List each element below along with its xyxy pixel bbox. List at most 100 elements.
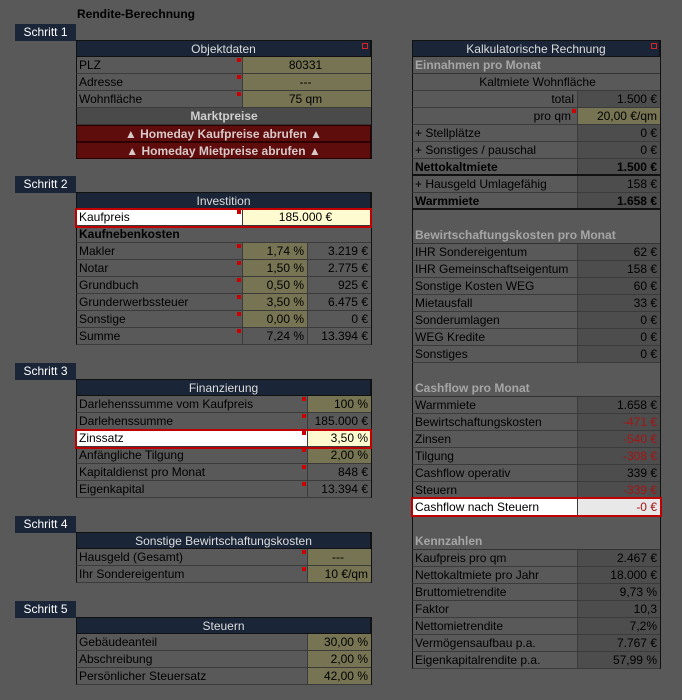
plz-label: PLZ — [77, 57, 242, 73]
cashflow-row: Steuern -339 € — [412, 482, 660, 499]
nebenkosten-pct-input[interactable]: 3,50 % — [242, 294, 307, 310]
cashflow-row-label: Bewirtschaftungskosten — [415, 415, 542, 429]
nebenkosten-pct-input[interactable]: 0,50 % — [242, 277, 307, 293]
einnahmen-header: Einnahmen pro Monat — [412, 57, 660, 74]
bewirtschaftung-input[interactable]: --- — [307, 549, 371, 565]
steuern-input[interactable]: 30,00 % — [307, 634, 371, 650]
steuern-input[interactable]: 2,00 % — [307, 651, 371, 667]
steuern-label: Abschreibung — [79, 652, 153, 666]
cashflow-nach-steuern-value: -0 € — [577, 499, 660, 515]
cashflow-row-label: Warmmiete — [415, 398, 476, 412]
homeday-mietpreise-button[interactable]: ▲ Homeday Mietpreise abrufen ▲ — [76, 142, 371, 159]
bewirtschaftungskosten-row: Mietausfall 33 € — [412, 295, 660, 312]
bewirtschaftungskosten-row: Sonstiges 0 € — [412, 346, 660, 363]
netto-value: 1.500 € — [577, 159, 660, 174]
bewirtschaftungskosten-row-value: 0 € — [577, 312, 660, 328]
adresse-input[interactable]: --- — [242, 74, 371, 90]
kaufnebenkosten-row: Kaufnebenkosten — [76, 226, 371, 243]
kaufpreis-input[interactable]: 185.000 € — [242, 209, 371, 225]
step-5-label: Schritt 5 — [15, 601, 76, 618]
kennzahlen-row-value: 10,3 — [577, 601, 660, 617]
bewirtschaftung-label: Ihr Sondereigentum — [77, 566, 307, 582]
netto-label: Nettokaltmiete — [415, 160, 498, 174]
kalk-header: Kalkulatorische Rechnung — [412, 40, 660, 57]
kennzahlen-row: Nettokaltmiete pro Jahr 18.000 € — [412, 567, 660, 584]
step-2-label: Schritt 2 — [15, 176, 76, 193]
einnahmen-row: + Stellplätze 0 € — [412, 125, 660, 142]
bewirtschaftung-panel: Sonstige Bewirtschaftungskosten Hausgeld… — [76, 532, 372, 583]
bewirtschaftungskosten-row: WEG Kredite 0 € — [412, 329, 660, 346]
plz-input[interactable]: 80331 — [242, 57, 371, 73]
kalk-panel: Kalkulatorische Rechnung Einnahmen pro M… — [412, 40, 661, 669]
cashflow-row-value: -339 € — [577, 482, 660, 498]
cashflow-nach-steuern-label: Cashflow nach Steuern — [413, 499, 577, 515]
bewirtschaftungskosten-row: Sonderumlagen 0 € — [412, 312, 660, 329]
bewirtschaftungskosten-row-value: 33 € — [577, 295, 660, 311]
nebenkosten-value: 13.394 € — [307, 328, 371, 344]
einnahmen-row: + Sonstiges / pauschal 0 € — [412, 142, 660, 159]
bewirtschaftungskosten-row: Sonstige Kosten WEG 60 € — [412, 278, 660, 295]
steuern-row: Abschreibung 2,00 % — [76, 651, 371, 668]
proqm-input[interactable]: 20,00 €/qm — [577, 108, 660, 124]
bewirtschaftungskosten-row-label: Mietausfall — [415, 296, 473, 310]
finanzierung-row: Darlehenssumme vom Kaufpreis 100 % — [76, 396, 371, 413]
objekt-row-adresse: Adresse --- — [76, 74, 371, 91]
objektdaten-panel: Objektdaten PLZ 80331 Adresse --- Wohnfl… — [76, 40, 372, 159]
bewirtschaftung-input[interactable]: 10 €/qm — [307, 566, 371, 582]
proqm-row: pro qm 20,00 €/qm — [412, 108, 660, 125]
finanzierung-input[interactable]: 3,50 % — [307, 430, 371, 446]
total-row: total 1.500 € — [412, 91, 660, 108]
cashflow-row-value: 339 € — [577, 465, 660, 481]
steuern-header: Steuern — [76, 617, 371, 634]
investition-header: Investition — [76, 192, 371, 209]
kennzahlen-header: Kennzahlen — [412, 533, 660, 550]
cashflow-header: Cashflow pro Monat — [412, 380, 660, 397]
nebenkosten-value: 3.219 € — [307, 243, 371, 259]
nebenkosten-pct-input[interactable]: 1,50 % — [242, 260, 307, 276]
nebenkosten-value: 2.775 € — [307, 260, 371, 276]
cashflow-row: Warmmiete 1.658 € — [412, 397, 660, 414]
bewirtschaftungskosten-row: IHR Gemeinschaftseigentum 158 € — [412, 261, 660, 278]
objektdaten-header: Objektdaten — [76, 40, 371, 57]
wohnflaeche-input[interactable]: 75 qm — [242, 91, 371, 107]
einnahmen-row-value: 0 € — [577, 125, 660, 141]
adresse-label: Adresse — [77, 74, 242, 90]
nebenkosten-row: Notar 1,50 % 2.775 € — [76, 260, 371, 277]
finanzierung-label: Kapitaldienst pro Monat — [77, 464, 307, 480]
homeday-kaufpreise-button[interactable]: ▲ Homeday Kaufpreise abrufen ▲ — [76, 125, 371, 142]
kennzahlen-row-label: Kaufpreis pro qm — [415, 551, 507, 565]
finanzierung-panel: Finanzierung Darlehenssumme vom Kaufprei… — [76, 379, 372, 498]
cashflow-row: Tilgung -308 € — [412, 448, 660, 465]
kennzahlen-row-label: Eigenkapitalrendite p.a. — [415, 653, 541, 667]
kennzahlen-row: Vermögensaufbau p.a. 7.767 € — [412, 635, 660, 652]
steuern-input[interactable]: 42,00 % — [307, 668, 371, 684]
kennzahlen-row-value: 57,99 % — [577, 652, 660, 668]
nebenkosten-row: Makler 1,74 % 3.219 € — [76, 243, 371, 260]
steuern-label: Persönlicher Steuersatz — [79, 669, 207, 683]
finanzierung-label: Anfängliche Tilgung — [77, 447, 307, 463]
kennzahlen-row-value: 9,73 % — [577, 584, 660, 600]
bewirtschaftungskosten-row: IHR Sondereigentum 62 € — [412, 244, 660, 261]
nebenkosten-label: Grundbuch — [77, 277, 242, 293]
finanzierung-row: Eigenkapital 13.394 € — [76, 481, 371, 498]
cashflow-row-value: -308 € — [577, 448, 660, 464]
nebenkosten-pct-input[interactable]: 0,00 % — [242, 311, 307, 327]
step-1-label: Schritt 1 — [15, 24, 76, 41]
warmmiete-row: Warmmiete 1.658 € — [412, 193, 660, 210]
hausgeld-label: + Hausgeld Umlagefähig — [415, 177, 547, 191]
finanzierung-label: Zinssatz — [77, 430, 307, 446]
finanzierung-row: Kapitaldienst pro Monat 848 € — [76, 464, 371, 481]
kennzahlen-row-value: 7,2% — [577, 618, 660, 634]
finanzierung-input[interactable]: 100 % — [307, 396, 371, 412]
nebenkosten-pct-input[interactable]: 1,74 % — [242, 243, 307, 259]
kaufnebenkosten-label: Kaufnebenkosten — [79, 227, 180, 241]
corner-marker-icon — [362, 43, 368, 49]
page-title: Rendite-Berechnung — [77, 7, 196, 21]
steuern-label: Gebäudeanteil — [79, 635, 158, 649]
steuern-panel: Steuern Gebäudeanteil 30,00 % Abschreibung… — [76, 617, 372, 685]
einnahmen-row-label: + Sonstiges / pauschal — [415, 143, 537, 157]
finanzierung-input[interactable]: 2,00 % — [307, 447, 371, 463]
proqm-label: pro qm — [413, 108, 577, 124]
kennzahlen-row: Nettomietrendite 7,2% — [412, 618, 660, 635]
hausgeld-value: 158 € — [577, 176, 660, 192]
